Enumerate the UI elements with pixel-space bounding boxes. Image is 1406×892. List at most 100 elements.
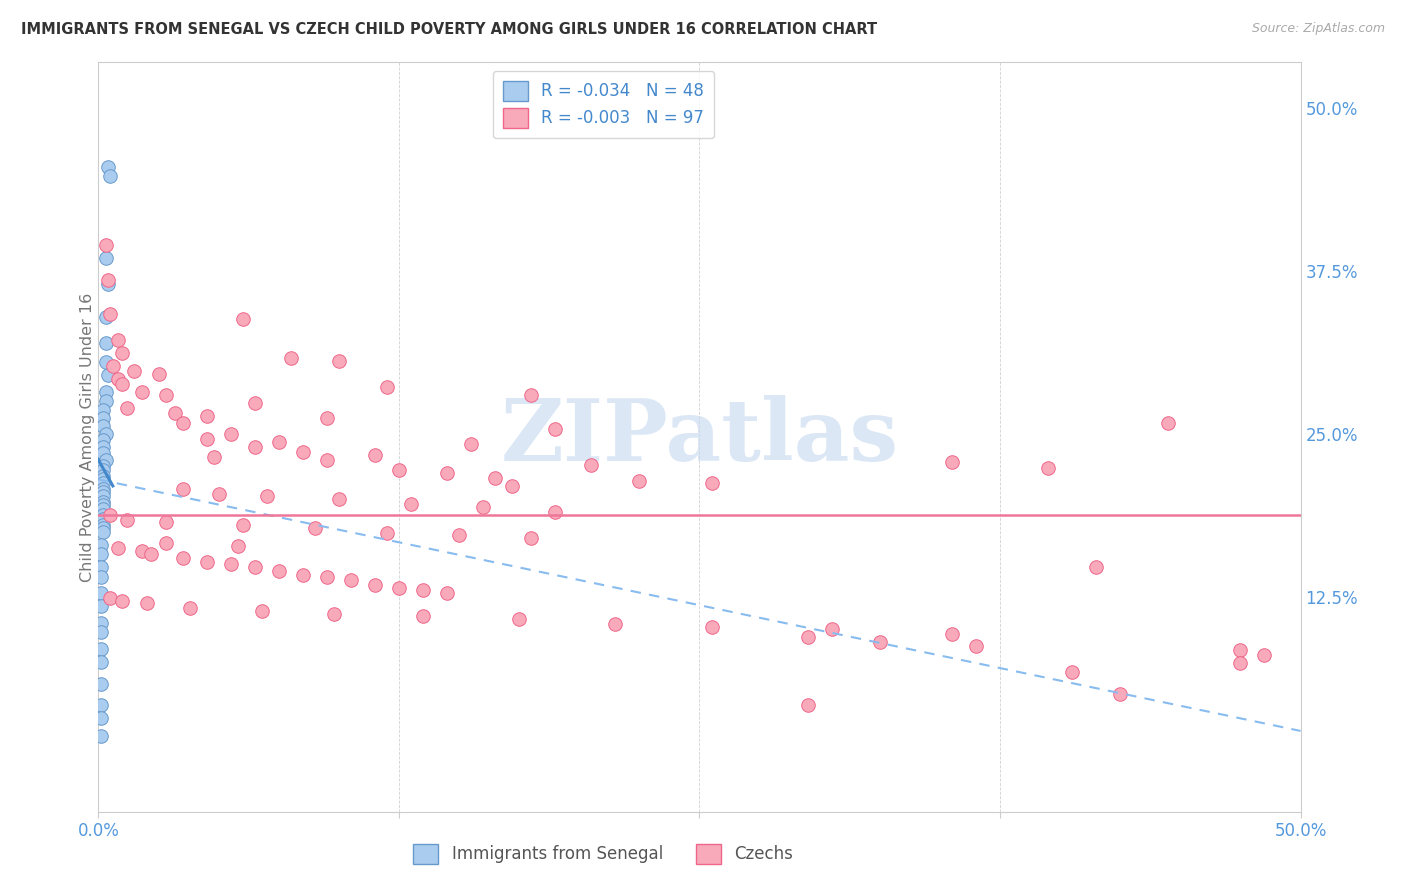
Point bbox=[94, 355, 117, 369]
Text: ZIPatlas: ZIPatlas bbox=[501, 395, 898, 479]
Point bbox=[141, 547, 163, 561]
Point bbox=[148, 367, 170, 381]
Point bbox=[1229, 656, 1251, 670]
Point bbox=[100, 508, 122, 522]
Point bbox=[94, 453, 117, 467]
Point bbox=[315, 411, 337, 425]
Point bbox=[340, 573, 363, 587]
Point bbox=[90, 677, 112, 691]
Point bbox=[291, 445, 314, 459]
Point bbox=[100, 591, 122, 605]
Point bbox=[100, 307, 122, 321]
Point bbox=[628, 474, 651, 488]
Point bbox=[94, 385, 117, 400]
Point bbox=[484, 471, 506, 485]
Point bbox=[965, 639, 987, 653]
Point bbox=[101, 359, 124, 373]
Point bbox=[90, 655, 112, 669]
Point bbox=[1109, 688, 1132, 702]
Point bbox=[1229, 643, 1251, 657]
Point bbox=[91, 494, 114, 508]
Point bbox=[605, 617, 627, 632]
Point bbox=[90, 615, 112, 630]
Point bbox=[90, 729, 112, 743]
Point bbox=[90, 559, 112, 574]
Point bbox=[323, 607, 346, 621]
Point bbox=[328, 491, 350, 506]
Point bbox=[97, 277, 120, 291]
Point bbox=[107, 333, 129, 347]
Point bbox=[172, 417, 194, 431]
Point bbox=[155, 388, 177, 402]
Point bbox=[91, 476, 114, 491]
Point bbox=[179, 601, 201, 615]
Point bbox=[412, 609, 434, 624]
Point bbox=[472, 500, 495, 514]
Point bbox=[796, 630, 818, 644]
Point bbox=[520, 388, 543, 402]
Text: IMMIGRANTS FROM SENEGAL VS CZECH CHILD POVERTY AMONG GIRLS UNDER 16 CORRELATION : IMMIGRANTS FROM SENEGAL VS CZECH CHILD P… bbox=[21, 22, 877, 37]
Point bbox=[232, 518, 254, 533]
Point bbox=[501, 479, 523, 493]
Point bbox=[219, 426, 242, 441]
Point bbox=[1036, 460, 1059, 475]
Point bbox=[256, 489, 278, 503]
Point bbox=[94, 335, 117, 350]
Point bbox=[1062, 665, 1084, 680]
Point bbox=[90, 538, 112, 552]
Point bbox=[100, 169, 122, 183]
Point bbox=[388, 581, 411, 595]
Point bbox=[328, 354, 350, 368]
Point bbox=[91, 419, 114, 434]
Point bbox=[111, 346, 134, 360]
Point bbox=[821, 622, 844, 636]
Point bbox=[700, 476, 723, 491]
Legend: Immigrants from Senegal, Czechs: Immigrants from Senegal, Czechs bbox=[406, 838, 800, 871]
Point bbox=[91, 463, 114, 477]
Point bbox=[243, 559, 266, 574]
Point bbox=[107, 541, 129, 556]
Point bbox=[520, 531, 543, 545]
Point bbox=[97, 160, 120, 174]
Point bbox=[91, 489, 114, 503]
Point bbox=[267, 434, 290, 449]
Point bbox=[267, 564, 290, 578]
Point bbox=[375, 525, 398, 540]
Point bbox=[364, 578, 387, 592]
Point bbox=[97, 273, 120, 287]
Point bbox=[412, 583, 434, 598]
Point bbox=[90, 599, 112, 613]
Point bbox=[111, 593, 134, 607]
Point bbox=[94, 310, 117, 324]
Point bbox=[91, 459, 114, 474]
Point bbox=[195, 409, 218, 423]
Point bbox=[375, 380, 398, 394]
Point bbox=[91, 499, 114, 513]
Point bbox=[90, 624, 112, 639]
Point bbox=[117, 401, 139, 415]
Point bbox=[131, 385, 153, 400]
Point bbox=[135, 596, 157, 610]
Point bbox=[91, 482, 114, 496]
Y-axis label: Child Poverty Among Girls Under 16: Child Poverty Among Girls Under 16 bbox=[80, 293, 94, 582]
Point bbox=[315, 453, 337, 467]
Point bbox=[124, 364, 146, 378]
Point bbox=[90, 711, 112, 725]
Point bbox=[219, 557, 242, 571]
Point bbox=[90, 570, 112, 584]
Point bbox=[544, 505, 567, 519]
Point bbox=[941, 455, 963, 469]
Point bbox=[460, 437, 482, 451]
Point bbox=[111, 377, 134, 392]
Point bbox=[388, 463, 411, 477]
Point bbox=[796, 698, 818, 712]
Point bbox=[91, 511, 114, 525]
Point bbox=[700, 620, 723, 634]
Point bbox=[1157, 417, 1180, 431]
Point bbox=[195, 555, 218, 569]
Point bbox=[280, 351, 302, 366]
Point bbox=[226, 539, 249, 553]
Point bbox=[91, 485, 114, 500]
Point bbox=[195, 432, 218, 446]
Point bbox=[172, 550, 194, 565]
